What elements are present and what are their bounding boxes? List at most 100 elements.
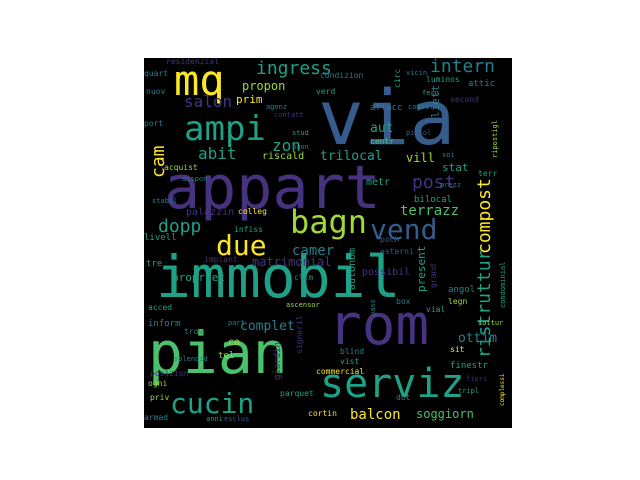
word-finestr: finestr [450, 361, 488, 371]
word-soggiorn: soggiorn [416, 407, 474, 421]
word-soi: soi [442, 151, 455, 159]
word-agenz: agenz [266, 103, 288, 111]
word-box: box [396, 297, 411, 306]
word-affacc: affacc [370, 103, 403, 113]
word-fern: fern [422, 89, 439, 97]
word-cloud: via appart immobil pian rom serviz mq am… [144, 58, 512, 428]
word-clim: clim [294, 273, 314, 282]
word-abit: abit [198, 144, 237, 163]
word-mq: mq [174, 58, 225, 105]
word-commercial: commercial [316, 367, 365, 376]
word-giardin: giardin [273, 342, 283, 380]
word-nuov: nuov [146, 87, 166, 96]
word-salon: salon [184, 92, 233, 111]
word-cottur: cottur [478, 319, 504, 327]
word-infiss: infiss [234, 225, 263, 234]
word-compost: compost [474, 178, 495, 254]
word-angol: angol [448, 285, 476, 295]
word-priv: priv [150, 393, 170, 402]
word-vill: vill [406, 151, 435, 165]
word-post: post [412, 172, 456, 193]
word-acced: acced [148, 303, 173, 312]
word-tre: tre [146, 259, 163, 269]
word-metr: metr [366, 177, 391, 188]
word-complessi: complessi [499, 373, 506, 406]
word-circ: circ [393, 68, 402, 88]
word-cortin: cortin [308, 409, 337, 418]
word-vial: vial [426, 305, 446, 314]
word-condominial: condominial [499, 261, 507, 308]
word-ca: ca [228, 337, 241, 348]
word-parquet: parquet [280, 389, 314, 398]
word-residenzial: residenzial [166, 58, 219, 66]
word-splendid: splendid [174, 355, 208, 363]
word-stud: stud [292, 129, 309, 137]
word-attic: attic [468, 79, 496, 89]
word-trov: trov [184, 327, 204, 336]
word-vist: vist [340, 357, 360, 366]
word-port: port [144, 119, 164, 128]
word-signoril: signoril [295, 315, 304, 354]
word-complet: complet [240, 319, 295, 334]
word-terrazz: terrazz [400, 203, 460, 219]
word-zon: zon [272, 136, 301, 155]
word-balcon: balcon [350, 407, 401, 423]
word-poch: poch [380, 235, 400, 244]
word-rom: rom [328, 293, 430, 358]
word-intern: intern [430, 58, 496, 77]
word-terr: terr [478, 169, 498, 178]
word-vicin: vicin [406, 69, 428, 77]
word-aut: aut [370, 121, 394, 136]
word-legn: legn [448, 297, 468, 306]
word-sit: sit [450, 345, 465, 354]
word-possibil: possibil [362, 267, 411, 278]
word-livell: livell [144, 233, 177, 243]
word-quart: quart [144, 69, 169, 78]
word-matrimonial: matrimonial [252, 255, 332, 269]
word-prezz: prezz [440, 181, 462, 189]
word-posizion: posizion [150, 369, 189, 378]
word-bagn: bagn [290, 203, 368, 241]
word-ogni: ogni [148, 379, 168, 388]
word-present: present [415, 245, 428, 292]
word-prim: prim [236, 93, 263, 106]
word-piccol: piccol [406, 129, 432, 137]
word-esclus: esclus [224, 415, 250, 423]
word-ampi: ampi [184, 109, 266, 149]
word-serviz: serviz [320, 361, 465, 407]
word-tel: tel [218, 351, 235, 361]
word-trilocal: trilocal [320, 149, 383, 164]
word-fiori: fiori [466, 375, 488, 383]
word-pass: pass [369, 299, 377, 316]
word-appart: appart [164, 153, 381, 223]
word-contatt: contatt [274, 111, 304, 119]
word-esterni: esterni [380, 247, 414, 256]
word-ottim: ottim [458, 331, 498, 346]
word-cam: cam [148, 145, 169, 178]
word-second: second [450, 95, 479, 104]
word-ascensor: ascensor [286, 301, 320, 309]
word-condizion: condizion [320, 71, 364, 80]
word-autonom: autonom [347, 247, 358, 290]
word-camer: camer [292, 243, 335, 259]
word-colleg: colleg [238, 207, 267, 216]
word-due: due [216, 229, 267, 262]
word-tripl: tripl [458, 387, 480, 395]
word-dot: dot [396, 393, 411, 402]
word-propriet: propriet [172, 271, 225, 284]
word-propon: propon [242, 79, 286, 93]
word-riscald: riscald [262, 151, 305, 162]
word-ingress: ingress [256, 58, 332, 79]
word-inform: inform [148, 319, 181, 329]
word-buon: buon [292, 143, 309, 151]
word-impiant: impiant [204, 255, 238, 264]
word-dispon: dispon [182, 175, 208, 183]
word-palazzin: palazzin [186, 207, 235, 218]
word-comod: comod [408, 103, 430, 111]
word-part: part [228, 319, 245, 327]
word-bilocal: bilocal [414, 195, 452, 205]
word-stabil: stabil [152, 197, 178, 205]
word-anni: anni [206, 415, 223, 423]
word-blind: blind [340, 347, 365, 356]
word-centr: centr [370, 137, 395, 146]
